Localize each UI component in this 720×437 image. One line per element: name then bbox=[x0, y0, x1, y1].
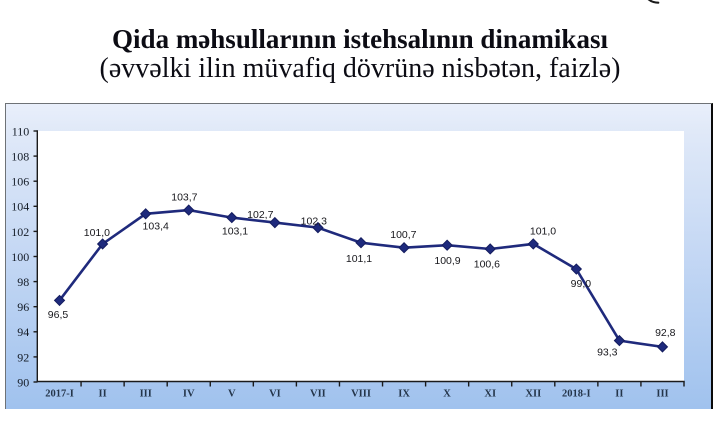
svg-text:100,9: 100,9 bbox=[434, 255, 460, 267]
svg-text:102,7: 102,7 bbox=[247, 209, 273, 221]
svg-text:IX: IX bbox=[398, 388, 410, 399]
svg-text:108: 108 bbox=[11, 150, 29, 164]
svg-text:102,3: 102,3 bbox=[301, 216, 327, 228]
svg-text:2017-I: 2017-I bbox=[45, 388, 74, 399]
svg-text:100: 100 bbox=[11, 250, 29, 264]
svg-text:XI: XI bbox=[484, 388, 496, 399]
svg-text:99,0: 99,0 bbox=[571, 278, 592, 290]
svg-text:V: V bbox=[228, 388, 236, 399]
svg-text:92: 92 bbox=[17, 350, 29, 364]
svg-text:XII: XII bbox=[525, 388, 541, 399]
svg-text:VIII: VIII bbox=[351, 388, 371, 399]
svg-text:101,0: 101,0 bbox=[84, 227, 110, 239]
svg-text:VI: VI bbox=[269, 388, 281, 399]
svg-text:110: 110 bbox=[12, 124, 30, 138]
svg-text:III: III bbox=[656, 388, 668, 399]
svg-text:II: II bbox=[99, 388, 107, 399]
svg-text:96: 96 bbox=[17, 300, 29, 314]
svg-text:100,7: 100,7 bbox=[390, 229, 416, 241]
svg-text:II: II bbox=[615, 388, 623, 399]
svg-text:VII: VII bbox=[310, 388, 326, 399]
svg-text:103,1: 103,1 bbox=[222, 226, 248, 238]
svg-text:93,3: 93,3 bbox=[597, 346, 618, 358]
svg-text:103,4: 103,4 bbox=[143, 221, 169, 233]
svg-text:103,7: 103,7 bbox=[171, 192, 197, 204]
svg-text:102: 102 bbox=[11, 225, 29, 239]
svg-text:101,1: 101,1 bbox=[346, 253, 372, 265]
svg-text:94: 94 bbox=[17, 325, 29, 339]
svg-text:2018-I: 2018-I bbox=[562, 388, 591, 399]
svg-text:92,8: 92,8 bbox=[655, 327, 676, 339]
svg-text:X: X bbox=[443, 388, 451, 399]
svg-text:101,0: 101,0 bbox=[530, 226, 556, 238]
svg-text:100,6: 100,6 bbox=[474, 259, 500, 271]
svg-text:III: III bbox=[140, 388, 152, 399]
svg-text:96,5: 96,5 bbox=[48, 309, 69, 321]
svg-text:IV: IV bbox=[183, 388, 195, 399]
svg-text:106: 106 bbox=[11, 175, 29, 189]
svg-text:104: 104 bbox=[11, 200, 29, 214]
svg-text:90: 90 bbox=[17, 375, 29, 389]
svg-text:98: 98 bbox=[17, 275, 29, 289]
